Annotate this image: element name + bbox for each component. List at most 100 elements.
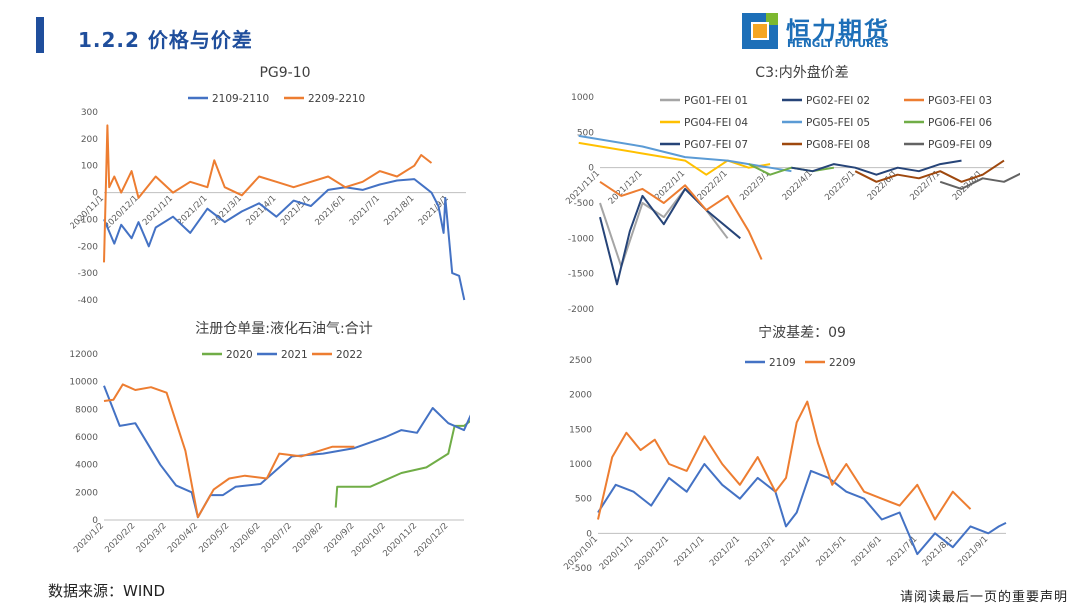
legend-item: PG07-FEI 07 bbox=[660, 139, 748, 151]
x-tick-label: 2020/5/2 bbox=[197, 521, 231, 555]
x-tick-label: 2020/12/2 bbox=[413, 521, 451, 559]
legend-item: 2209-2210 bbox=[284, 93, 365, 105]
y-tick-label: 500 bbox=[577, 128, 594, 138]
legend-item: PG09-FEI 09 bbox=[904, 139, 992, 151]
x-tick-label: 2022/7/1 bbox=[908, 169, 942, 203]
legend-item: PG04-FEI 04 bbox=[660, 117, 748, 129]
x-tick-label: 2020/11/1 bbox=[70, 194, 106, 232]
logo-center bbox=[751, 22, 769, 40]
legend-label: PG02-FEI 02 bbox=[806, 95, 870, 107]
logo-corner bbox=[766, 13, 778, 25]
x-tick-label: 2021/2/1 bbox=[708, 534, 742, 568]
chart-title: C3:内外盘价差 bbox=[755, 64, 848, 81]
legend-label: PG07-FEI 07 bbox=[684, 139, 748, 151]
x-tick-label: 2021/7/1 bbox=[348, 194, 382, 228]
x-tick-label: 2020/8/2 bbox=[291, 521, 325, 555]
legend-item: PG06-FEI 06 bbox=[904, 117, 992, 129]
x-tick-label: 2020/7/2 bbox=[260, 521, 294, 555]
x-tick-label: 2020/4/2 bbox=[166, 521, 200, 555]
y-tick-label: 8000 bbox=[75, 405, 98, 415]
legend-item: PG08-FEI 08 bbox=[782, 139, 870, 151]
y-tick-label: 0 bbox=[92, 516, 98, 526]
series-line-2021 bbox=[103, 385, 470, 519]
header-accent-bar bbox=[36, 17, 44, 53]
x-tick-label: 2020/2/2 bbox=[103, 521, 137, 555]
y-tick-label: 0 bbox=[588, 164, 594, 174]
legend-item: PG03-FEI 03 bbox=[904, 95, 992, 107]
x-tick-label: 2021/3/1 bbox=[210, 194, 244, 228]
series-line-2209-2210 bbox=[103, 124, 433, 263]
legend-label: PG04-FEI 04 bbox=[684, 117, 748, 129]
y-tick-label: 500 bbox=[575, 495, 592, 505]
y-tick-label: 0 bbox=[92, 189, 98, 199]
legend-label: 2022 bbox=[336, 349, 363, 361]
x-tick-label: 2021/7/1 bbox=[885, 534, 919, 568]
legend-item: 2109-2110 bbox=[188, 93, 269, 105]
y-tick-label: 0 bbox=[586, 529, 592, 539]
legend-label: PG01-FEI 01 bbox=[684, 95, 748, 107]
legend-label: 2109-2110 bbox=[212, 93, 269, 105]
legend-item: PG05-FEI 05 bbox=[782, 117, 870, 129]
legend-label: PG06-FEI 06 bbox=[928, 117, 992, 129]
y-tick-label: 100 bbox=[81, 162, 98, 172]
legend-label: 2209-2210 bbox=[308, 93, 365, 105]
legend-label: 2020 bbox=[226, 349, 253, 361]
chart-title: PG9-10 bbox=[259, 65, 310, 81]
y-tick-label: 1000 bbox=[571, 93, 594, 103]
y-tick-label: -200 bbox=[78, 242, 99, 252]
x-tick-label: 2020/1/2 bbox=[72, 521, 106, 555]
x-tick-label: 2020/12/1 bbox=[633, 534, 671, 572]
chart-title: 注册仓单量:液化石油气:合计 bbox=[195, 321, 372, 337]
legend-item: 2021 bbox=[257, 349, 308, 361]
legend-item: 2209 bbox=[805, 357, 856, 369]
chart-svg: C3:内外盘价差 1000 500 0 -500 -1000 -1500 -2000 2021/… bbox=[564, 64, 1020, 312]
chart-svg: 注册仓单量:液化石油气:合计 12000 10000 8000 6000 4000 2000… bbox=[70, 321, 470, 559]
series-line-2109-2110 bbox=[103, 178, 466, 301]
y-tick-label: 2000 bbox=[75, 488, 98, 498]
x-tick-label: 2020/11/1 bbox=[598, 534, 636, 572]
y-tick-label: -100 bbox=[78, 215, 99, 225]
legend-label: 2021 bbox=[281, 349, 308, 361]
x-tick-label: 2022/5/1 bbox=[823, 169, 857, 203]
data-source: 数据来源：WIND bbox=[48, 582, 166, 600]
logo-english-name: HENGLI FUTURES bbox=[787, 38, 889, 50]
y-tick-label: -400 bbox=[78, 296, 99, 306]
series-line-pg09-fei-09 bbox=[939, 172, 1020, 190]
legend-item: 2020 bbox=[202, 349, 253, 361]
legend-item: 2022 bbox=[312, 349, 363, 361]
x-tick-label: 2021/6/1 bbox=[850, 534, 884, 568]
x-tick-label: 2021/4/1 bbox=[244, 194, 278, 228]
x-tick-label: 2021/8/1 bbox=[921, 534, 955, 568]
legend-label: 2109 bbox=[769, 357, 796, 369]
company-logo: 恒力期货 HENGLI FUTURES bbox=[742, 11, 912, 51]
series-line-pg05-fei-05 bbox=[578, 134, 792, 173]
x-tick-label: 2021/12/1 bbox=[607, 169, 645, 207]
y-tick-label: 300 bbox=[81, 108, 98, 118]
y-tick-label: 2000 bbox=[569, 391, 592, 401]
y-tick-label: 6000 bbox=[75, 433, 98, 443]
y-tick-label: -500 bbox=[572, 564, 593, 572]
disclaimer: 请阅读最后一页的重要声明 bbox=[899, 590, 1068, 605]
section-title: 1.2.2 价格与价差 bbox=[78, 28, 253, 52]
y-tick-label: 4000 bbox=[75, 461, 98, 471]
y-tick-label: -1000 bbox=[568, 234, 594, 244]
series-line-pg08-fei-08 bbox=[854, 159, 1005, 183]
x-tick-label: 2020/6/2 bbox=[229, 521, 263, 555]
y-tick-label: 12000 bbox=[70, 350, 98, 360]
y-tick-label: 1500 bbox=[569, 425, 592, 435]
x-tick-label: 2021/1/1 bbox=[141, 194, 175, 228]
series-line-pg02-fei-02 bbox=[599, 187, 741, 286]
y-tick-label: -500 bbox=[574, 199, 595, 209]
x-tick-label: 2020/3/2 bbox=[135, 521, 169, 555]
series-line-pg03-fei-03 bbox=[599, 180, 763, 260]
chart-svg: PG9-10 300 200 100 0 -100 -200 -300 -400 2020/11/… bbox=[70, 65, 466, 306]
series-line-2109 bbox=[597, 463, 1007, 556]
x-tick-label: 2021/3/1 bbox=[743, 534, 777, 568]
chart-c3-spread: C3:内外盘价差 1000 500 0 -500 -1000 -1500 -2000 2021/… bbox=[560, 62, 1020, 312]
legend-label: PG05-FEI 05 bbox=[806, 117, 870, 129]
logo-mark-icon bbox=[742, 13, 778, 49]
y-tick-label: -1500 bbox=[568, 270, 594, 280]
chart-pg9-10: PG9-10 300 200 100 0 -100 -200 -300 -400 2020/11/… bbox=[70, 62, 470, 312]
series-line-2020 bbox=[334, 420, 470, 508]
x-tick-label: 2021/9/1 bbox=[956, 534, 990, 568]
